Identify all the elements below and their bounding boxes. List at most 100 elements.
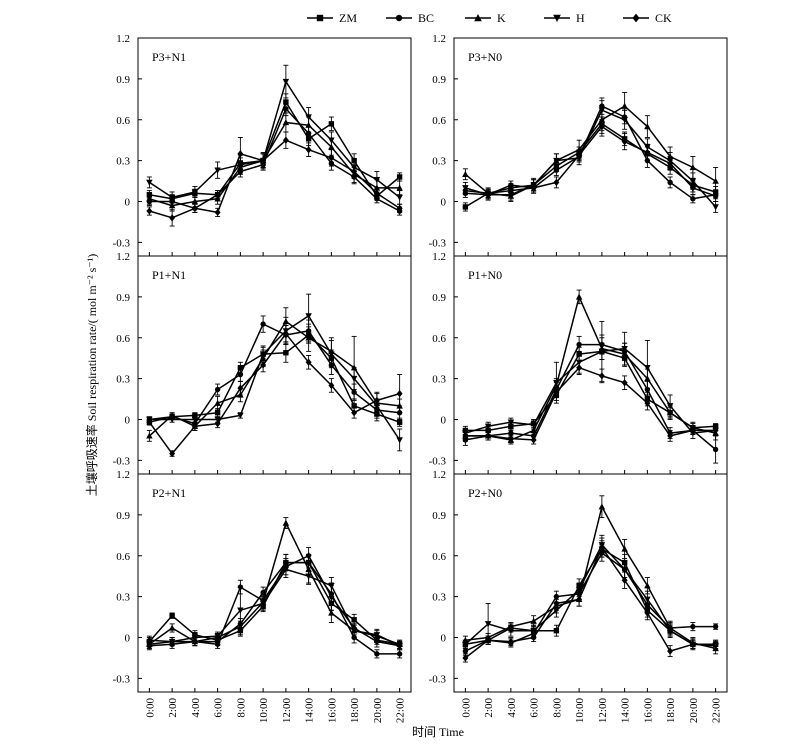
series-bc bbox=[146, 553, 403, 659]
data-point bbox=[168, 416, 176, 423]
data-point bbox=[373, 396, 380, 405]
series-h bbox=[462, 100, 719, 213]
x-tick-label: 10:00 bbox=[258, 698, 270, 724]
legend-item-k: K bbox=[465, 11, 506, 25]
data-point bbox=[553, 178, 560, 187]
data-point bbox=[328, 609, 335, 616]
data-point bbox=[282, 136, 289, 144]
data-point bbox=[621, 379, 628, 387]
x-tick-label: 14:00 bbox=[620, 698, 632, 724]
data-point bbox=[667, 159, 674, 167]
y-tick-label: -0.3 bbox=[429, 673, 447, 685]
series-line bbox=[148, 80, 401, 199]
data-point bbox=[667, 432, 674, 440]
data-point bbox=[351, 409, 358, 417]
data-point bbox=[507, 434, 514, 443]
legend-marker bbox=[474, 14, 482, 22]
data-point bbox=[712, 446, 719, 453]
series-ck bbox=[462, 537, 719, 663]
panel-p3-n0: 1.2 0.9 0.6 0.3 0 -0.3 P3+N0 bbox=[429, 33, 728, 257]
data-point bbox=[576, 364, 583, 372]
data-point bbox=[214, 386, 221, 393]
x-tick-label: 18:00 bbox=[665, 698, 677, 724]
y-tick-label: 0 bbox=[441, 633, 447, 645]
data-point bbox=[530, 184, 537, 192]
series-line bbox=[149, 323, 400, 425]
panel-p2-n1: 1.2 0.9 0.6 0.3 0 -0.3 0:00 2:00 4:00 6:00 8:00 10:… bbox=[113, 469, 412, 724]
panel-p2-n0: 1.2 0.9 0.6 0.3 0 -0.3 0:00 2:00 4:00 6:00 8:00 10:… bbox=[429, 469, 728, 724]
y-tick-label: -0.3 bbox=[113, 237, 131, 249]
data-point bbox=[667, 179, 673, 186]
data-point bbox=[530, 633, 537, 642]
x-tick-label: 0:00 bbox=[460, 698, 472, 718]
data-point bbox=[644, 596, 651, 603]
data-point bbox=[328, 351, 335, 358]
data-point bbox=[712, 426, 719, 435]
y-tick-label: 0.3 bbox=[116, 156, 130, 168]
series-h bbox=[462, 320, 719, 440]
y-tick-label: 0.3 bbox=[432, 592, 446, 604]
data-point bbox=[351, 624, 358, 632]
data-point bbox=[169, 214, 176, 222]
y-tick-label: 0 bbox=[125, 633, 131, 645]
data-point bbox=[621, 576, 628, 584]
data-point bbox=[192, 412, 198, 419]
y-tick-label: 0 bbox=[441, 415, 447, 427]
y-tick-label: 1.2 bbox=[432, 251, 446, 263]
y-tick-label: 0.3 bbox=[432, 374, 446, 386]
data-point bbox=[396, 651, 403, 657]
y-tick-label: 0.6 bbox=[432, 551, 446, 563]
y-tick-label: 1.2 bbox=[116, 33, 130, 45]
data-point bbox=[328, 592, 335, 601]
legend-item-zm: ZM bbox=[307, 11, 357, 25]
data-point bbox=[690, 623, 696, 630]
series-line bbox=[149, 568, 400, 647]
series-line bbox=[465, 366, 716, 441]
y-tick-label: 0.9 bbox=[116, 292, 130, 304]
data-point bbox=[689, 184, 696, 192]
x-tick-label: 22:00 bbox=[395, 698, 407, 724]
series-bc bbox=[462, 334, 719, 464]
y-tick-label: 0.6 bbox=[432, 333, 446, 345]
panel-p1-n0: 1.2 0.9 0.6 0.3 0 -0.3 P1+N0 bbox=[429, 251, 728, 475]
series-line bbox=[149, 334, 400, 423]
data-point bbox=[576, 341, 582, 348]
legend-label: K bbox=[497, 11, 506, 25]
series-bc bbox=[462, 97, 719, 204]
x-tick-label: 6:00 bbox=[213, 698, 225, 718]
data-point bbox=[374, 651, 380, 657]
panel-p3-n1: 1.2 0.9 0.6 0.3 0 -0.3 P3+N1 bbox=[113, 33, 412, 257]
series-h bbox=[146, 64, 403, 205]
data-point bbox=[690, 196, 696, 202]
data-point bbox=[168, 624, 176, 631]
data-point bbox=[621, 137, 628, 146]
data-point bbox=[373, 637, 380, 646]
data-point bbox=[462, 170, 469, 177]
data-point bbox=[237, 384, 244, 392]
data-point bbox=[644, 148, 651, 157]
panel-frame bbox=[137, 255, 412, 475]
data-point bbox=[598, 543, 605, 552]
data-point bbox=[260, 597, 267, 605]
data-point bbox=[237, 583, 244, 591]
data-point bbox=[146, 179, 153, 186]
x-tick-label: 6:00 bbox=[529, 698, 541, 718]
legend-item-bc: BC bbox=[386, 11, 434, 25]
panel-p1-n1: 1.2 0.9 0.6 0.3 0 -0.3 P1+N1 bbox=[113, 251, 412, 475]
data-point bbox=[260, 361, 267, 369]
series-line bbox=[464, 546, 716, 659]
y-tick-label: 1.2 bbox=[116, 469, 130, 481]
data-point bbox=[598, 503, 606, 510]
data-point bbox=[260, 156, 267, 165]
data-point bbox=[214, 640, 221, 648]
x-tick-label: 16:00 bbox=[642, 698, 654, 724]
data-point bbox=[214, 208, 221, 217]
data-point bbox=[328, 121, 335, 127]
data-point bbox=[146, 195, 153, 202]
series-ck bbox=[146, 131, 403, 227]
data-point bbox=[507, 419, 515, 426]
data-point bbox=[305, 313, 312, 320]
data-point bbox=[396, 174, 403, 180]
y-tick-label: 0 bbox=[125, 197, 131, 209]
data-point bbox=[575, 293, 583, 300]
